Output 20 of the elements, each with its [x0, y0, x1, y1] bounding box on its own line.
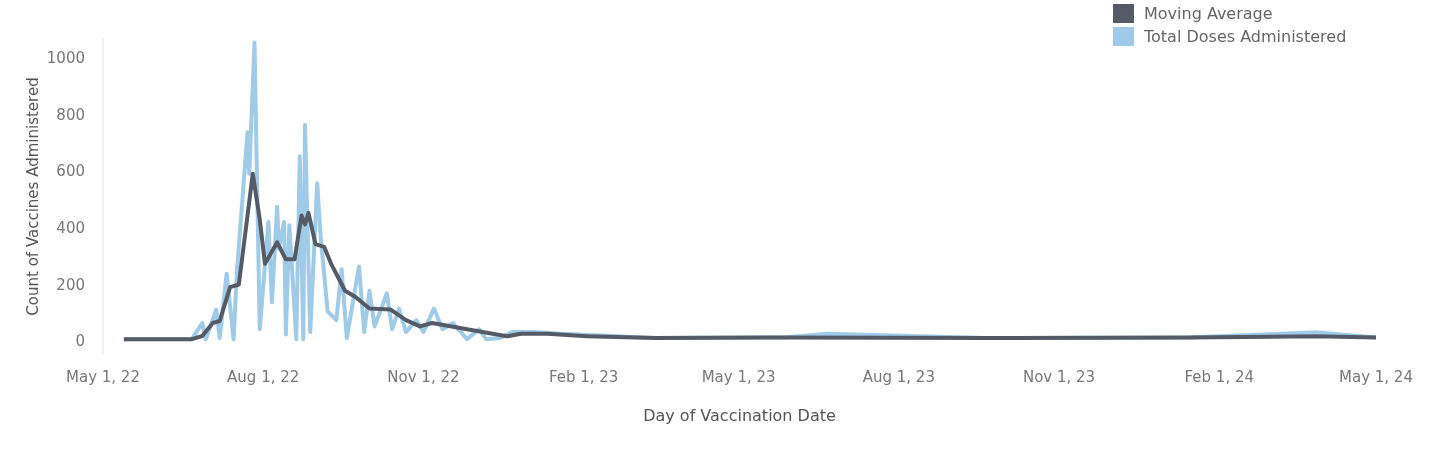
y-axis-title: Count of Vaccines Administered [24, 77, 43, 316]
x-tick-label: Aug 1, 22 [227, 367, 300, 386]
x-tick-label: Feb 1, 23 [548, 367, 619, 386]
y-tick-label: 400 [56, 218, 85, 237]
legend-label: Moving Average [1144, 4, 1273, 23]
legend-label: Total Doses Administered [1144, 27, 1347, 46]
y-tick-label: 800 [56, 105, 85, 124]
x-tick-label: May 1, 24 [1339, 367, 1413, 386]
y-tick-label: 1000 [46, 49, 85, 68]
y-tick-label: 200 [56, 275, 85, 294]
x-tick-label: May 1, 23 [701, 367, 776, 386]
x-tick-label: May 1, 22 [66, 367, 140, 386]
line-series [121, 171, 1376, 342]
x-tick-label: Aug 1, 23 [862, 367, 935, 386]
y-tick-label: 0 [75, 332, 85, 351]
x-axis-title: Day of Vaccination Date [643, 406, 836, 425]
x-tick-label: Nov 1, 23 [1022, 367, 1096, 386]
y-tick-label: 600 [56, 162, 85, 181]
x-tick-label: Feb 1, 24 [1184, 367, 1255, 386]
x-tick-label: Nov 1, 22 [387, 367, 460, 386]
